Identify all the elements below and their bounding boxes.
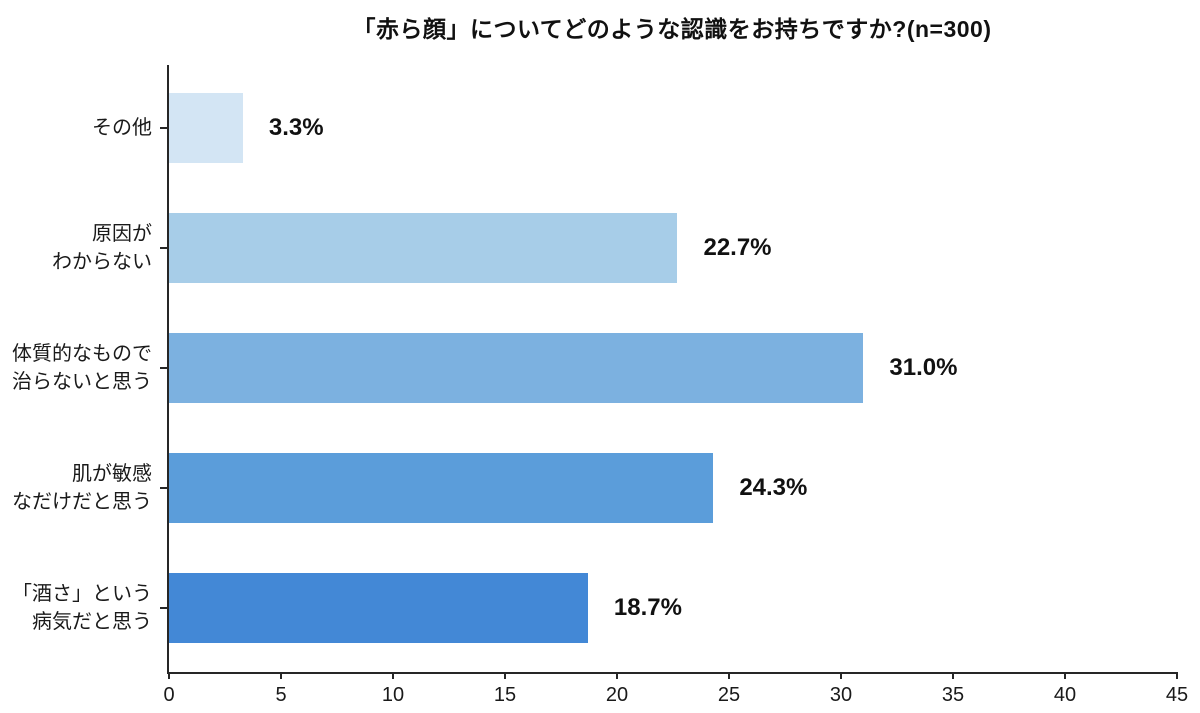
bar-value-label: 22.7% bbox=[703, 234, 772, 261]
y-axis-tick bbox=[160, 607, 167, 609]
category-label: 原因が わからない bbox=[52, 223, 152, 273]
x-axis-tick-label: 0 bbox=[163, 684, 175, 706]
x-axis-tick-label: 25 bbox=[717, 684, 741, 706]
y-axis-labels: その他原因が わからない体質的なもので 治らないと思う 肌が敏感 なだけだと思う「… bbox=[0, 0, 152, 713]
bar-value-label: 18.7% bbox=[613, 594, 682, 621]
x-axis-tick-label: 45 bbox=[1165, 684, 1189, 706]
x-axis-tick-label: 40 bbox=[1053, 684, 1077, 706]
bar bbox=[169, 573, 588, 643]
bar bbox=[169, 453, 714, 523]
x-axis-tick bbox=[168, 672, 170, 679]
category-label: その他 bbox=[92, 117, 152, 139]
x-axis-tick bbox=[280, 672, 282, 679]
category-label: 肌が敏感 なだけだと思う bbox=[12, 463, 152, 513]
x-axis-tick-label: 10 bbox=[381, 684, 405, 706]
x-axis-tick bbox=[1176, 672, 1178, 679]
x-axis-tick bbox=[952, 672, 954, 679]
category-label: 体質的なもので 治らないと思う bbox=[12, 343, 152, 393]
bar bbox=[169, 213, 678, 283]
y-axis-tick bbox=[160, 487, 167, 489]
x-axis-tick bbox=[840, 672, 842, 679]
x-axis-tick bbox=[392, 672, 394, 679]
bar-value-label: 31.0% bbox=[889, 354, 958, 381]
y-axis-tick bbox=[160, 247, 167, 249]
y-axis-tick bbox=[160, 367, 167, 369]
x-axis-tick-label: 15 bbox=[493, 684, 517, 706]
bar bbox=[169, 333, 864, 403]
x-axis-tick-label: 20 bbox=[605, 684, 629, 706]
bar bbox=[169, 93, 243, 163]
x-axis-tick bbox=[616, 672, 618, 679]
x-axis-tick bbox=[504, 672, 506, 679]
x-axis-tick bbox=[1064, 672, 1066, 679]
x-axis-tick-label: 5 bbox=[275, 684, 287, 706]
x-axis-tick-label: 35 bbox=[941, 684, 965, 706]
x-axis-tick-label: 30 bbox=[829, 684, 853, 706]
bar-value-label: 24.3% bbox=[739, 474, 808, 501]
y-axis-tick bbox=[160, 127, 167, 129]
category-label: 「酒さ」という 病気だと思う bbox=[12, 583, 152, 633]
x-axis-tick bbox=[728, 672, 730, 679]
chart-title: 「赤ら顔」についてどのような認識をお持ちですか?(n=300) bbox=[352, 16, 992, 42]
bar-value-label: 3.3% bbox=[268, 114, 324, 141]
plot-area: 3.3% 22.7% 31.0% 24.3% 18.7% 0 5 10 15 20 25 30 35 40… bbox=[160, 65, 1188, 706]
